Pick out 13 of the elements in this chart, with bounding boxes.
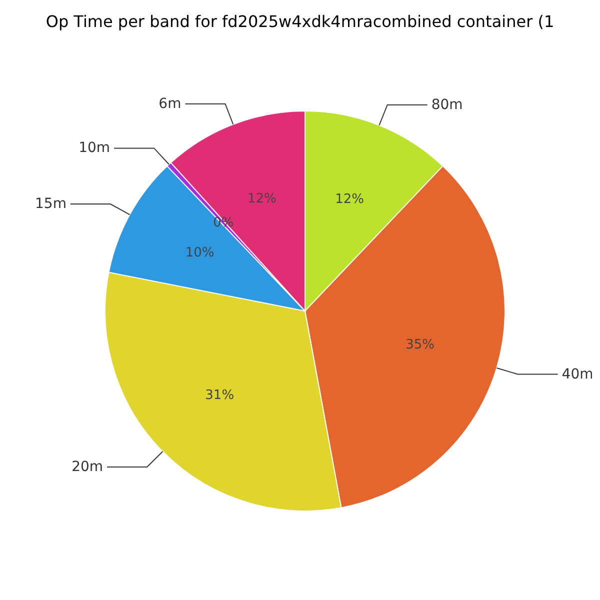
data-label: 0% <box>213 216 234 231</box>
data-label: 12% <box>335 192 364 208</box>
slice-label: 20m <box>72 458 104 475</box>
chart-title: Op Time per band for fd2025w4xdk4mracombined container (1 <box>44 12 556 33</box>
data-label: 10% <box>185 246 214 261</box>
slice-label: 10m <box>78 140 110 156</box>
slice-label: 80m <box>431 96 463 113</box>
data-label: 35% <box>406 338 434 353</box>
slice-label: 40m <box>562 366 594 382</box>
data-label: 31% <box>205 388 234 403</box>
data-label: 12% <box>247 192 276 207</box>
slice-label: 15m <box>35 196 66 212</box>
slice-label: 6m <box>158 96 182 112</box>
